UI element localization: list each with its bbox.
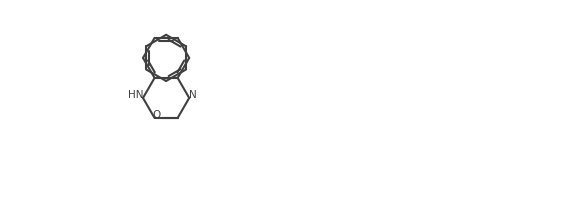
Text: N: N	[189, 90, 197, 100]
Text: O: O	[153, 110, 161, 120]
Text: HN: HN	[127, 90, 143, 100]
